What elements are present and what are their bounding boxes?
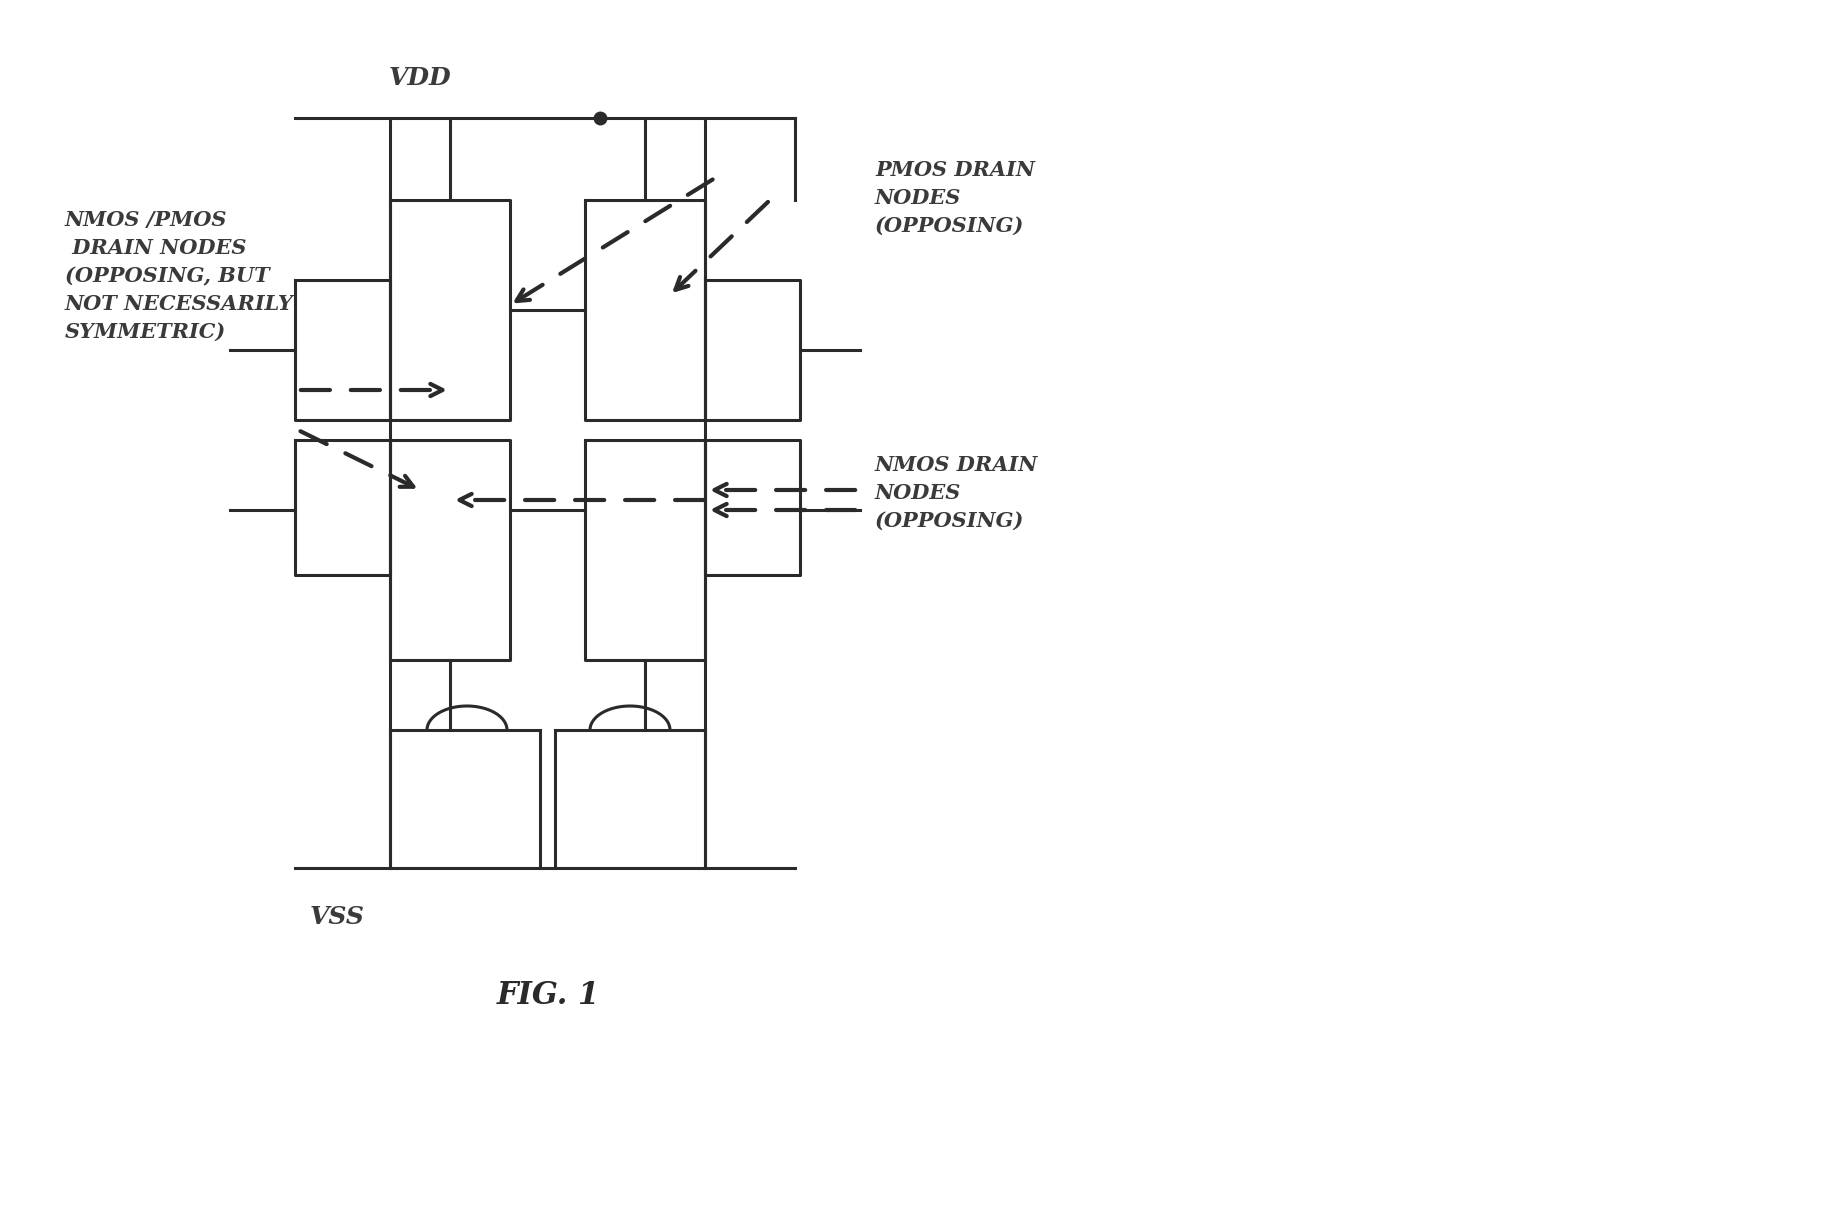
Text: VSS: VSS (310, 905, 365, 929)
Text: FIG. 1: FIG. 1 (496, 980, 600, 1011)
Text: NMOS /PMOS
 DRAIN NODES
(OPPOSING, BUT
NOT NECESSARILY
SYMMETRIC): NMOS /PMOS DRAIN NODES (OPPOSING, BUT NO… (66, 210, 294, 342)
Text: VDD: VDD (388, 67, 450, 90)
Text: PMOS DRAIN
NODES
(OPPOSING): PMOS DRAIN NODES (OPPOSING) (875, 160, 1034, 236)
Text: NMOS DRAIN
NODES
(OPPOSING): NMOS DRAIN NODES (OPPOSING) (875, 455, 1037, 530)
